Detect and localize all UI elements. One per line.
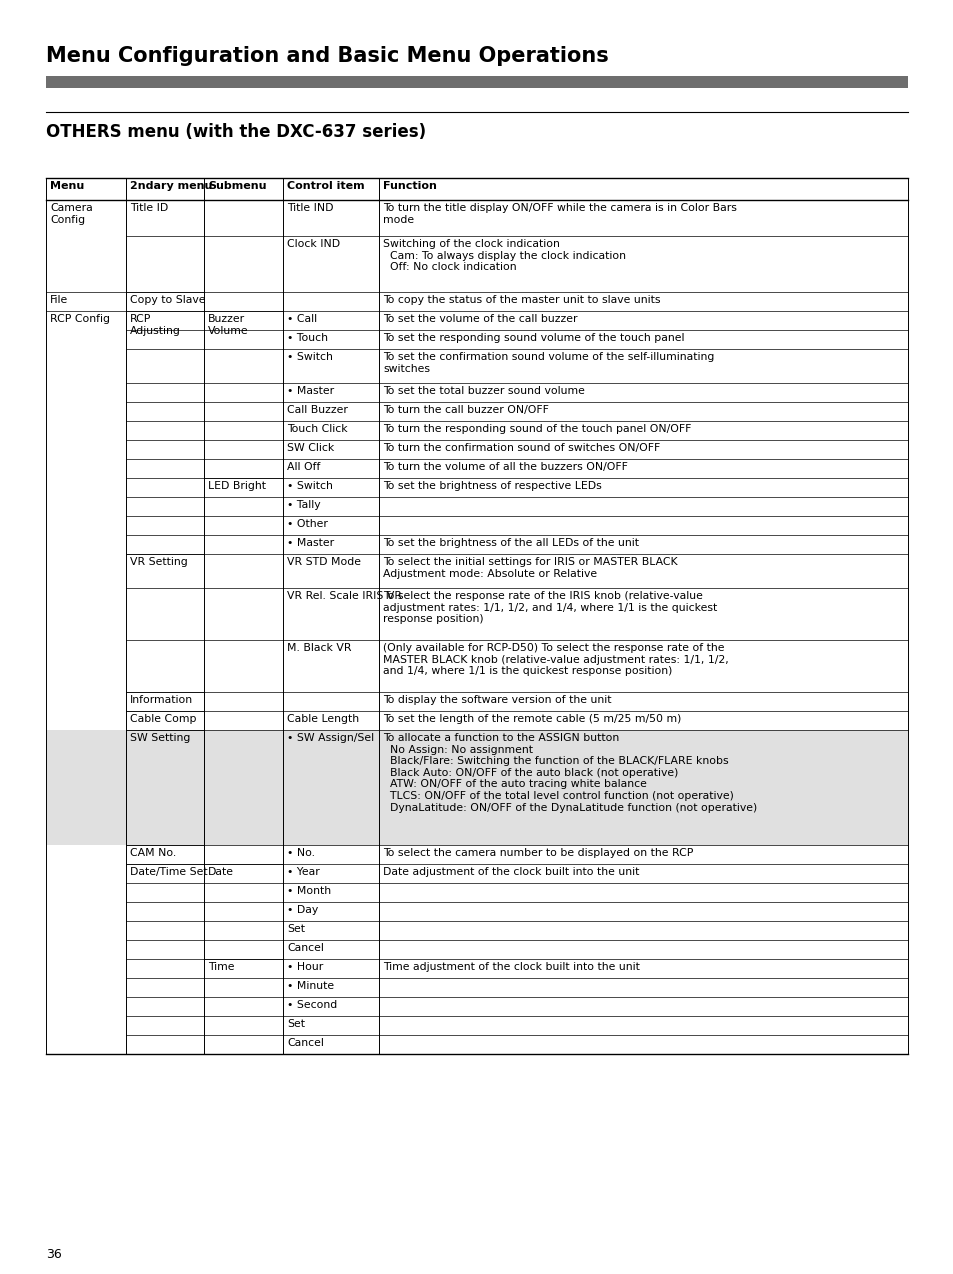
Text: To turn the call buzzer ON/OFF: To turn the call buzzer ON/OFF: [382, 405, 548, 415]
Text: Menu: Menu: [50, 181, 84, 191]
Text: Menu Configuration and Basic Menu Operations: Menu Configuration and Basic Menu Operat…: [46, 46, 608, 66]
Text: VR Rel. Scale IRIS VR: VR Rel. Scale IRIS VR: [287, 591, 401, 601]
Text: Date: Date: [208, 868, 233, 877]
Text: Title IND: Title IND: [287, 203, 334, 213]
Text: Copy to Slave: Copy to Slave: [130, 296, 205, 304]
Text: RCP
Adjusting: RCP Adjusting: [130, 313, 181, 335]
Text: To set the brightness of respective LEDs: To set the brightness of respective LEDs: [382, 482, 601, 490]
Text: VR Setting: VR Setting: [130, 557, 188, 567]
Text: Call Buzzer: Call Buzzer: [287, 405, 348, 415]
Text: Time adjustment of the clock built into the unit: Time adjustment of the clock built into …: [382, 962, 639, 972]
Text: RCP Config: RCP Config: [50, 313, 110, 324]
Text: To set the total buzzer sound volume: To set the total buzzer sound volume: [382, 386, 584, 396]
Text: CAM No.: CAM No.: [130, 848, 176, 857]
Text: To turn the volume of all the buzzers ON/OFF: To turn the volume of all the buzzers ON…: [382, 462, 627, 471]
Text: VR STD Mode: VR STD Mode: [287, 557, 360, 567]
Text: To allocate a function to the ASSIGN button
  No Assign: No assignment
  Black/F: To allocate a function to the ASSIGN but…: [382, 733, 757, 813]
Text: To set the brightness of the all LEDs of the unit: To set the brightness of the all LEDs of…: [382, 538, 639, 548]
Bar: [46, 730, 907, 845]
Text: • Second: • Second: [287, 1000, 337, 1010]
Text: Touch Click: Touch Click: [287, 424, 347, 434]
Text: • Hour: • Hour: [287, 962, 323, 972]
Text: (Only available for RCP-D50) To select the response rate of the
MASTER BLACK kno: (Only available for RCP-D50) To select t…: [382, 643, 728, 676]
Text: • Master: • Master: [287, 386, 334, 396]
Text: Set: Set: [287, 924, 305, 934]
Text: M. Black VR: M. Black VR: [287, 643, 351, 654]
Text: Date/Time Set: Date/Time Set: [130, 868, 208, 877]
Text: To set the volume of the call buzzer: To set the volume of the call buzzer: [382, 313, 577, 324]
Text: Switching of the clock indication
  Cam: To always display the clock indication
: Switching of the clock indication Cam: T…: [382, 240, 625, 273]
Text: To copy the status of the master unit to slave units: To copy the status of the master unit to…: [382, 296, 659, 304]
Text: SW Click: SW Click: [287, 443, 334, 454]
Text: Function: Function: [382, 181, 436, 191]
Text: To select the response rate of the IRIS knob (relative-value
adjustment rates: 1: To select the response rate of the IRIS …: [382, 591, 717, 624]
Text: Cancel: Cancel: [287, 943, 323, 953]
Text: • Touch: • Touch: [287, 333, 328, 343]
Text: To turn the responding sound of the touch panel ON/OFF: To turn the responding sound of the touc…: [382, 424, 691, 434]
Text: • Tally: • Tally: [287, 499, 320, 510]
Text: Control item: Control item: [287, 181, 364, 191]
Text: Date adjustment of the clock built into the unit: Date adjustment of the clock built into …: [382, 868, 639, 877]
Text: 36: 36: [46, 1249, 62, 1261]
Text: • Master: • Master: [287, 538, 334, 548]
Text: SW Setting: SW Setting: [130, 733, 191, 743]
Text: • Other: • Other: [287, 519, 328, 529]
Text: Information: Information: [130, 696, 193, 705]
Text: Buzzer
Volume: Buzzer Volume: [208, 313, 249, 335]
Text: To turn the confirmation sound of switches ON/OFF: To turn the confirmation sound of switch…: [382, 443, 659, 454]
Text: File: File: [50, 296, 69, 304]
Text: Title ID: Title ID: [130, 203, 168, 213]
Text: To turn the title display ON/OFF while the camera is in Color Bars
mode: To turn the title display ON/OFF while t…: [382, 203, 736, 224]
Text: • Month: • Month: [287, 885, 331, 896]
Text: To display the software version of the unit: To display the software version of the u…: [382, 696, 611, 705]
Text: • Switch: • Switch: [287, 352, 333, 362]
Text: Cancel: Cancel: [287, 1038, 323, 1049]
Text: To set the length of the remote cable (5 m/25 m/50 m): To set the length of the remote cable (5…: [382, 713, 680, 724]
Text: • Minute: • Minute: [287, 981, 334, 991]
Text: • Year: • Year: [287, 868, 319, 877]
Text: Submenu: Submenu: [208, 181, 266, 191]
Text: Camera
Config: Camera Config: [50, 203, 92, 224]
Text: 2ndary menu: 2ndary menu: [130, 181, 213, 191]
Text: • SW Assign/Sel: • SW Assign/Sel: [287, 733, 374, 743]
Text: • No.: • No.: [287, 848, 314, 857]
Text: To select the camera number to be displayed on the RCP: To select the camera number to be displa…: [382, 848, 693, 857]
Text: Set: Set: [287, 1019, 305, 1029]
Text: • Call: • Call: [287, 313, 316, 324]
Text: LED Bright: LED Bright: [208, 482, 266, 490]
Text: • Day: • Day: [287, 905, 318, 915]
Bar: [46, 76, 907, 88]
Text: Cable Length: Cable Length: [287, 713, 358, 724]
Text: • Switch: • Switch: [287, 482, 333, 490]
Text: Cable Comp: Cable Comp: [130, 713, 196, 724]
Text: All Off: All Off: [287, 462, 320, 471]
Text: To select the initial settings for IRIS or MASTER BLACK
Adjustment mode: Absolut: To select the initial settings for IRIS …: [382, 557, 677, 578]
Text: OTHERS menu (with the DXC-637 series): OTHERS menu (with the DXC-637 series): [46, 124, 426, 141]
Text: To set the confirmation sound volume of the self-illuminating
switches: To set the confirmation sound volume of …: [382, 352, 714, 373]
Text: Clock IND: Clock IND: [287, 240, 340, 248]
Text: Time: Time: [208, 962, 234, 972]
Text: To set the responding sound volume of the touch panel: To set the responding sound volume of th…: [382, 333, 684, 343]
